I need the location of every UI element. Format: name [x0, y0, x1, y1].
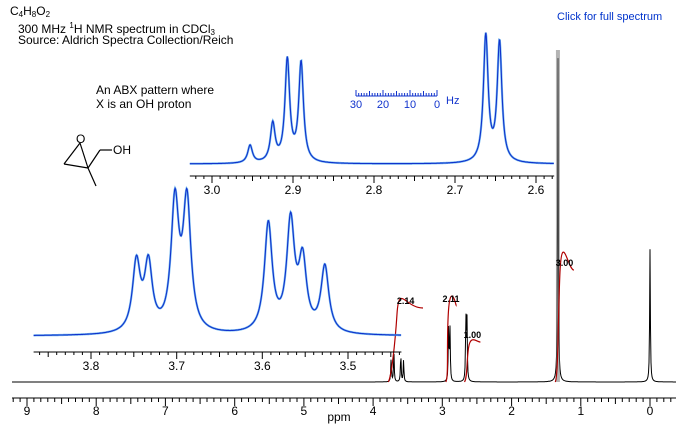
lower-inset-tick-label: 3.8: [83, 359, 100, 373]
upper-inset-tick-label: 2.8: [366, 183, 383, 197]
integral-value-label: 2.11: [442, 294, 459, 304]
upper-inset-tick-label: 2.6: [528, 183, 545, 197]
abx-note-line1: An ABX pattern where: [96, 83, 215, 97]
molecule-oxygen-label: O: [76, 132, 85, 146]
lower-inset-tick-label: 3.6: [254, 359, 271, 373]
integral-curve: [445, 295, 457, 383]
main-tick-label: 7: [162, 404, 169, 418]
upper-inset-panel: 3.0 2.9 2.8 2.7 2.6 30 20 10 0 Hz: [189, 32, 555, 197]
source-credit: Source: Aldrich Spectra Collection/Reich: [18, 33, 234, 47]
main-tick-label: 5: [301, 404, 308, 418]
hz-scale-label: 10: [404, 99, 416, 111]
main-tick-label: 2: [508, 404, 515, 418]
integral-value-label: 1.00: [464, 330, 482, 340]
upper-inset-trace: [189, 32, 554, 165]
integral-curve: [554, 251, 575, 383]
hz-scale-label: 30: [350, 99, 362, 111]
upper-inset-tick-label: 2.7: [447, 183, 464, 197]
hz-unit-label: Hz: [446, 95, 459, 107]
integral-value-label: 3.00: [556, 258, 574, 268]
spectrum-description: 300 MHz 1H NMR spectrum in CDCl3: [18, 21, 215, 37]
lower-inset-trace-overlay: [33, 185, 402, 337]
lower-inset-panel: 3.8 3.7 3.6 3.5: [33, 185, 402, 373]
main-tick-label: 3: [439, 404, 446, 418]
hz-scale-label: 20: [377, 99, 389, 111]
upper-inset-tick-label: 2.9: [285, 183, 302, 197]
molecular-formula: C4H8O2: [10, 4, 51, 19]
main-tick-label: 4: [370, 404, 377, 418]
lower-inset-tick-label: 3.7: [168, 359, 185, 373]
lower-inset-tick-label: 3.5: [340, 359, 357, 373]
molecule-oh-label: OH: [113, 143, 131, 157]
integral-curve: [387, 298, 424, 383]
upper-inset-trace-overlay: [189, 32, 554, 165]
main-tick-label: 6: [231, 404, 238, 418]
main-tick-label: 0: [647, 404, 654, 418]
full-spectrum-link[interactable]: Click for full spectrum: [557, 11, 663, 23]
integral-value-label: 2.14: [397, 296, 415, 306]
molecule-structure: [63, 142, 112, 187]
abx-note-line2: X is an OH proton: [96, 97, 192, 111]
integral-curve: [463, 339, 481, 383]
hz-scale-label: 0: [434, 99, 440, 111]
main-tick-label: 8: [93, 404, 100, 418]
main-tick-label: 1: [577, 404, 584, 418]
main-x-axis-label: ppm: [327, 410, 350, 424]
main-spectrum-trace: [12, 58, 676, 383]
upper-inset-tick-label: 3.0: [204, 183, 221, 197]
main-tick-label: 9: [24, 404, 31, 418]
lower-inset-trace: [33, 186, 402, 336]
